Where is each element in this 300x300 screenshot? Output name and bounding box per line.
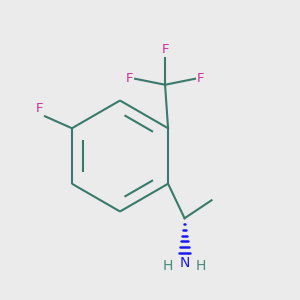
Text: N: N xyxy=(179,256,190,270)
Text: F: F xyxy=(161,43,169,56)
Text: H: H xyxy=(163,259,173,273)
Text: F: F xyxy=(196,72,204,85)
Text: H: H xyxy=(196,259,206,273)
Text: F: F xyxy=(36,102,44,115)
Text: F: F xyxy=(126,72,134,85)
